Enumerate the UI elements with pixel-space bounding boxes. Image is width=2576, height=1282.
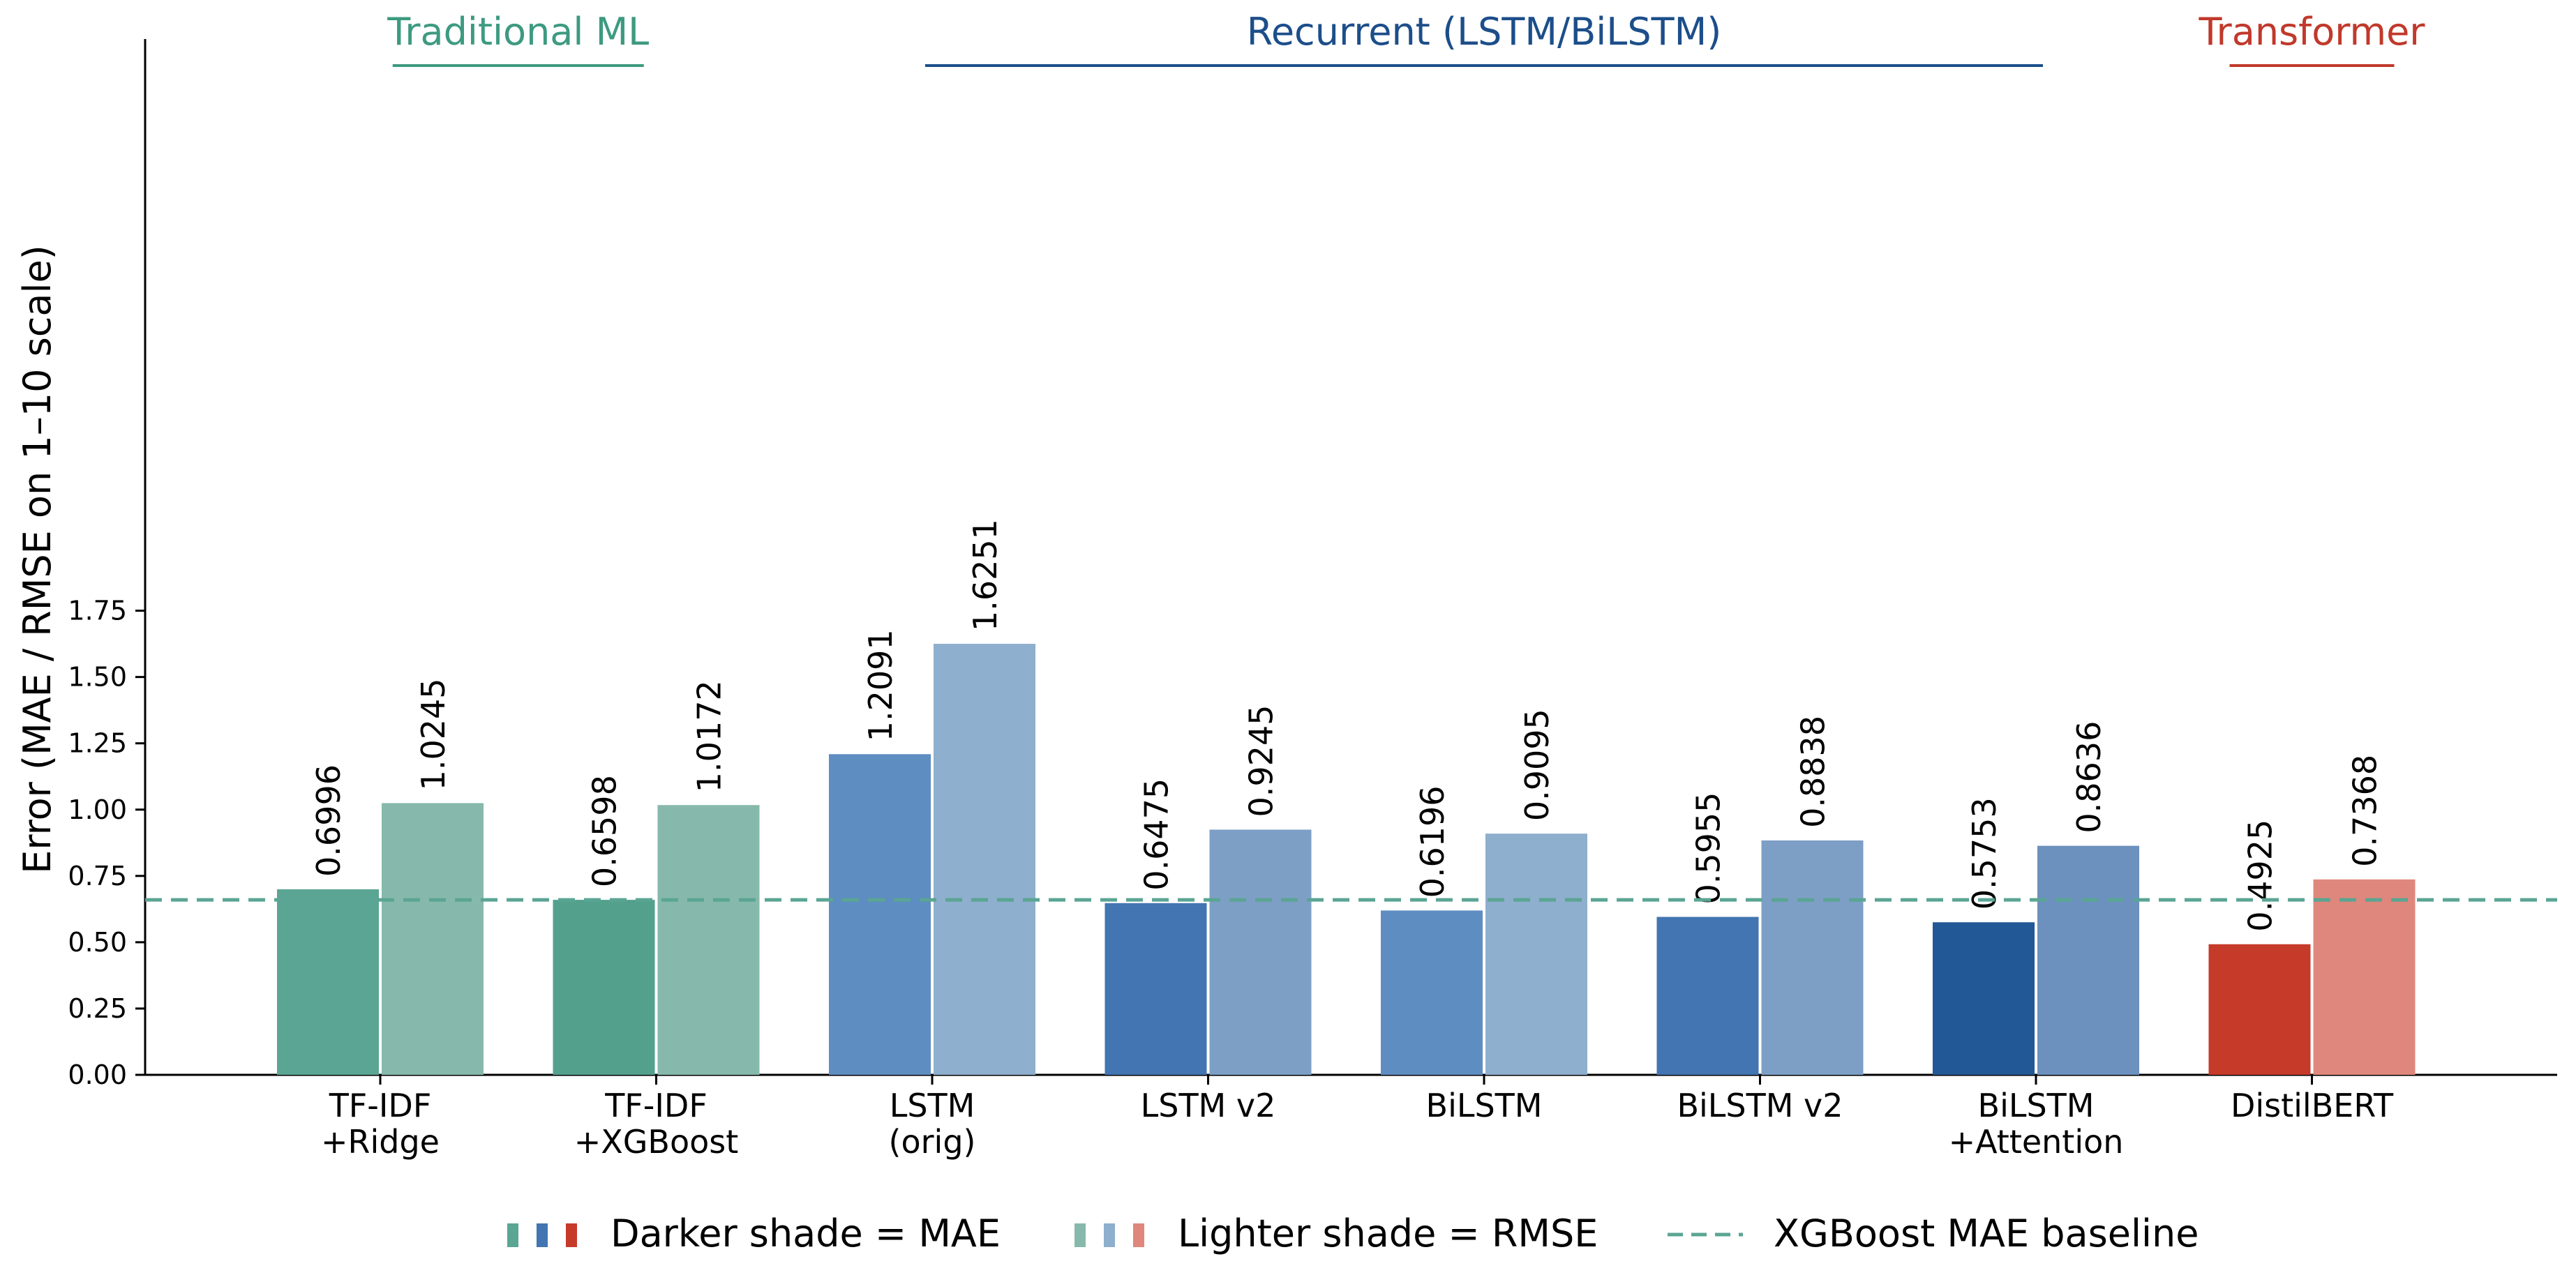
bar-rmse <box>2037 845 2139 1075</box>
bar-rmse <box>2313 879 2416 1075</box>
data-label-mae: 0.6598 <box>586 775 624 887</box>
bar-mae <box>553 900 655 1075</box>
y-tick-label: 0.50 <box>68 927 127 958</box>
data-label-mae: 0.6196 <box>1414 785 1451 898</box>
y-tick-label: 0.00 <box>68 1059 127 1090</box>
x-tick-label: +XGBoost <box>574 1123 739 1161</box>
x-tick-label: TF-IDF <box>329 1087 432 1124</box>
bar-mae <box>1656 917 1759 1075</box>
y-tick-label: 1.75 <box>68 596 127 626</box>
data-label-rmse: 1.0172 <box>691 680 728 792</box>
y-tick-label: 0.75 <box>68 861 127 891</box>
y-tick-label: 0.25 <box>68 993 127 1024</box>
legend-label: Darker shade = MAE <box>611 1212 1001 1255</box>
data-label-mae: 0.5753 <box>1965 797 2003 910</box>
x-tick-label: DistilBERT <box>2231 1087 2394 1124</box>
x-tick-label: BiLSTM <box>1426 1087 1543 1124</box>
data-label-mae: 0.4925 <box>2242 820 2279 932</box>
legend-swatch <box>566 1223 577 1247</box>
data-label-rmse: 0.8838 <box>1795 716 1832 828</box>
data-label-rmse: 0.7368 <box>2346 755 2384 867</box>
plot-area: 0.00 0.25 0.50 0.75 1.00 1.25 1.50 1.75 0.6996 1.… <box>68 10 2557 1255</box>
x-tick-label: (orig) <box>889 1123 976 1161</box>
group-label: Recurrent (LSTM/BiLSTM) <box>1247 10 1722 54</box>
x-tick-label: LSTM <box>890 1087 975 1124</box>
data-label-rmse: 0.9245 <box>1243 704 1280 817</box>
bar-rmse <box>1761 840 1864 1075</box>
bar-rmse <box>934 644 1035 1075</box>
legend-label: Lighter shade = RMSE <box>1178 1212 1598 1255</box>
x-tick-label: BiLSTM v2 <box>1677 1087 1843 1124</box>
bar-rmse <box>382 803 484 1075</box>
bar-rmse <box>1209 829 1312 1075</box>
x-tick-label: +Ridge <box>321 1123 440 1161</box>
data-label-rmse: 1.0245 <box>414 678 452 790</box>
legend-swatch <box>1104 1223 1115 1247</box>
group-label: Transformer <box>2198 10 2425 54</box>
bar-mae <box>1933 922 2035 1075</box>
legend-swatch <box>537 1223 548 1247</box>
data-label-mae: 1.2091 <box>862 629 899 741</box>
legend-swatch <box>1133 1223 1144 1247</box>
legend-swatch <box>507 1223 518 1247</box>
bar-rmse <box>1485 834 1587 1075</box>
data-label-rmse: 1.6251 <box>966 519 1004 631</box>
bar-rmse <box>657 805 760 1075</box>
group-label: Traditional ML <box>387 10 649 54</box>
bar-mae <box>829 754 931 1075</box>
y-tick-label: 1.00 <box>68 794 127 825</box>
data-label-mae: 0.6475 <box>1138 778 1176 891</box>
y-axis-title: Error (MAE / RMSE on 1–10 scale) <box>15 245 59 874</box>
x-tick-label: BiLSTM <box>1978 1087 2095 1124</box>
data-label-rmse: 0.8636 <box>2070 721 2108 834</box>
legend-label: XGBoost MAE baseline <box>1774 1212 2199 1255</box>
legend-swatch <box>1074 1223 1086 1247</box>
y-tick-label: 1.25 <box>68 728 127 759</box>
bar-mae <box>277 889 379 1075</box>
bar-mae <box>2208 944 2311 1075</box>
data-label-rmse: 0.9095 <box>1518 709 1556 821</box>
x-tick-label: +Attention <box>1949 1123 2124 1161</box>
data-label-mae: 0.5955 <box>1690 792 1728 905</box>
y-tick-label: 1.50 <box>68 662 127 693</box>
data-label-mae: 0.6996 <box>310 764 347 877</box>
x-tick-label: LSTM v2 <box>1141 1087 1276 1124</box>
x-tick-label: TF-IDF <box>604 1087 707 1124</box>
bar-mae <box>1104 903 1207 1075</box>
bar-mae <box>1381 910 1483 1075</box>
